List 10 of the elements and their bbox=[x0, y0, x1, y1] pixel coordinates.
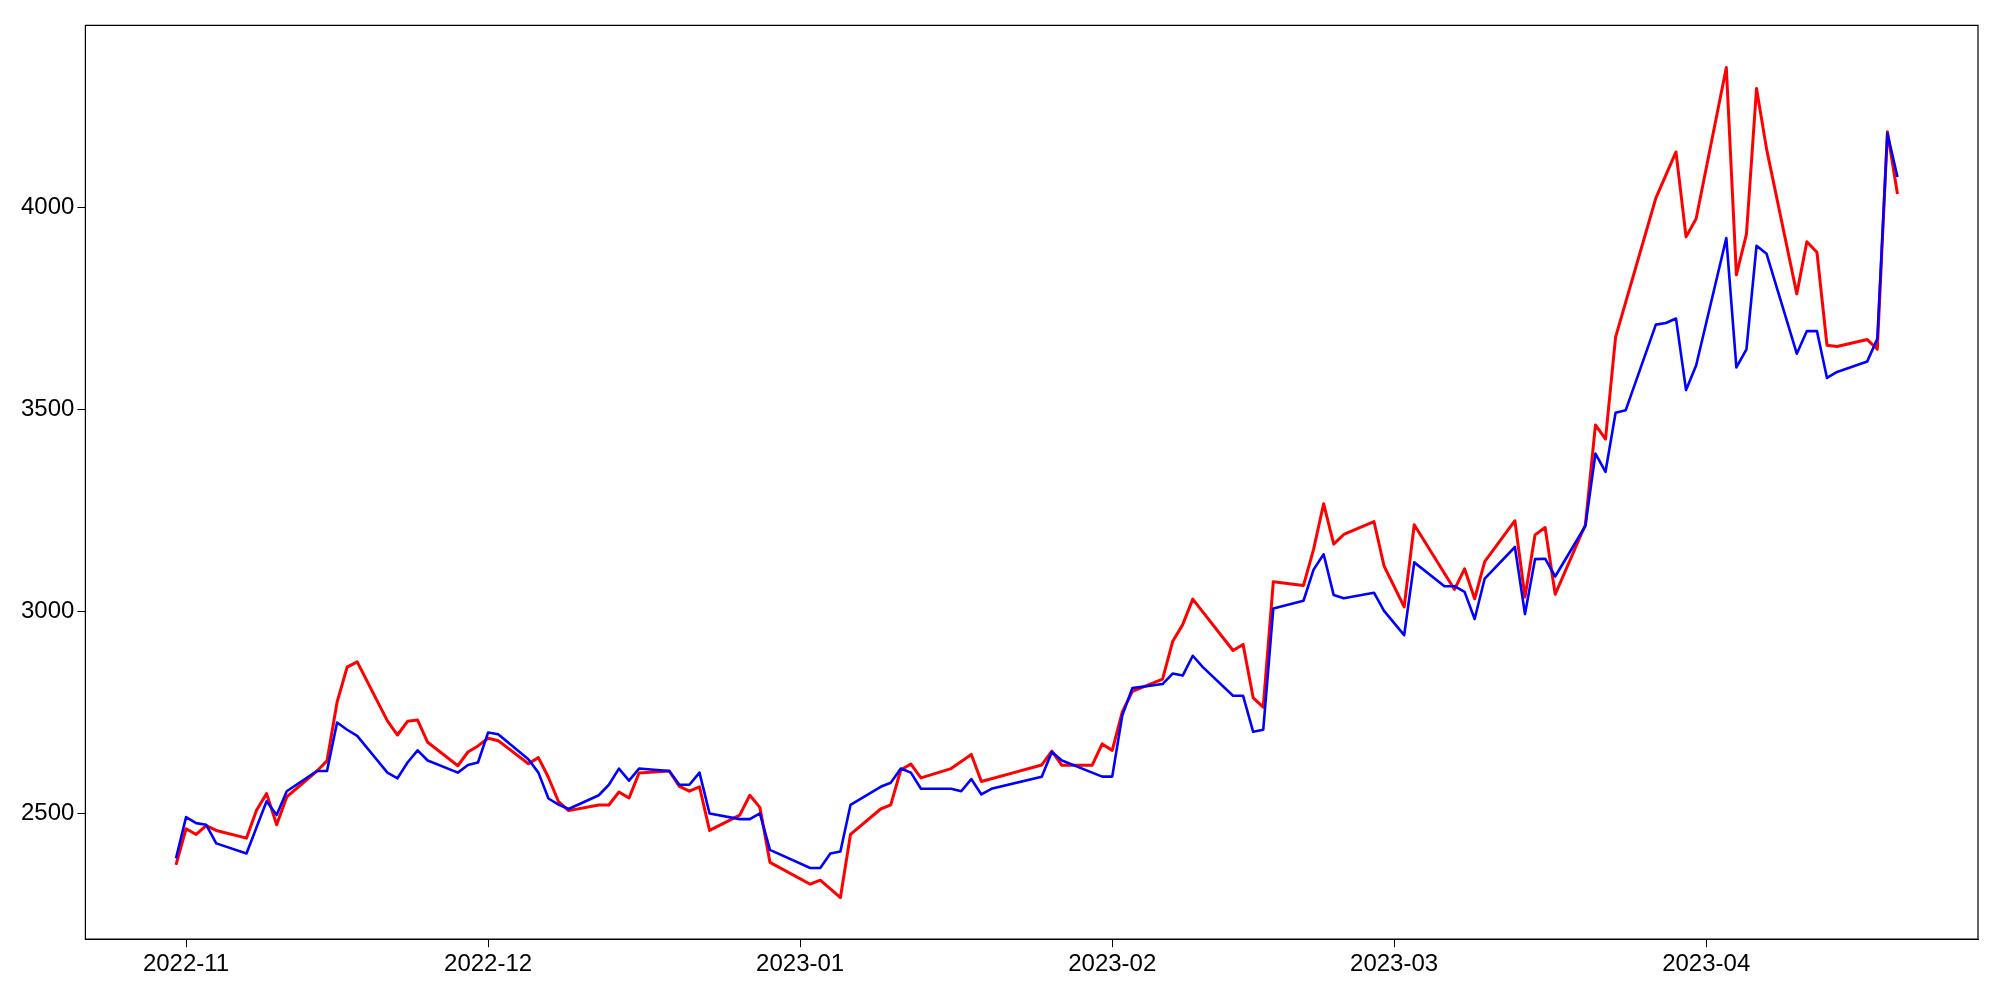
y-tick-label: 4000 bbox=[21, 191, 75, 219]
y-tick-label: 3500 bbox=[21, 394, 75, 422]
y-tick-label: 3000 bbox=[21, 596, 75, 624]
x-tick-label: 2023-02 bbox=[1068, 949, 1157, 977]
x-tick-label: 2023-04 bbox=[1662, 949, 1751, 977]
x-tick-label: 2023-03 bbox=[1350, 949, 1439, 977]
x-tick-label: 2023-01 bbox=[756, 949, 845, 977]
x-tick-label: 2022-12 bbox=[444, 949, 533, 977]
y-tick-label: 2500 bbox=[21, 798, 75, 826]
x-tick-label: 2022-11 bbox=[142, 949, 230, 977]
